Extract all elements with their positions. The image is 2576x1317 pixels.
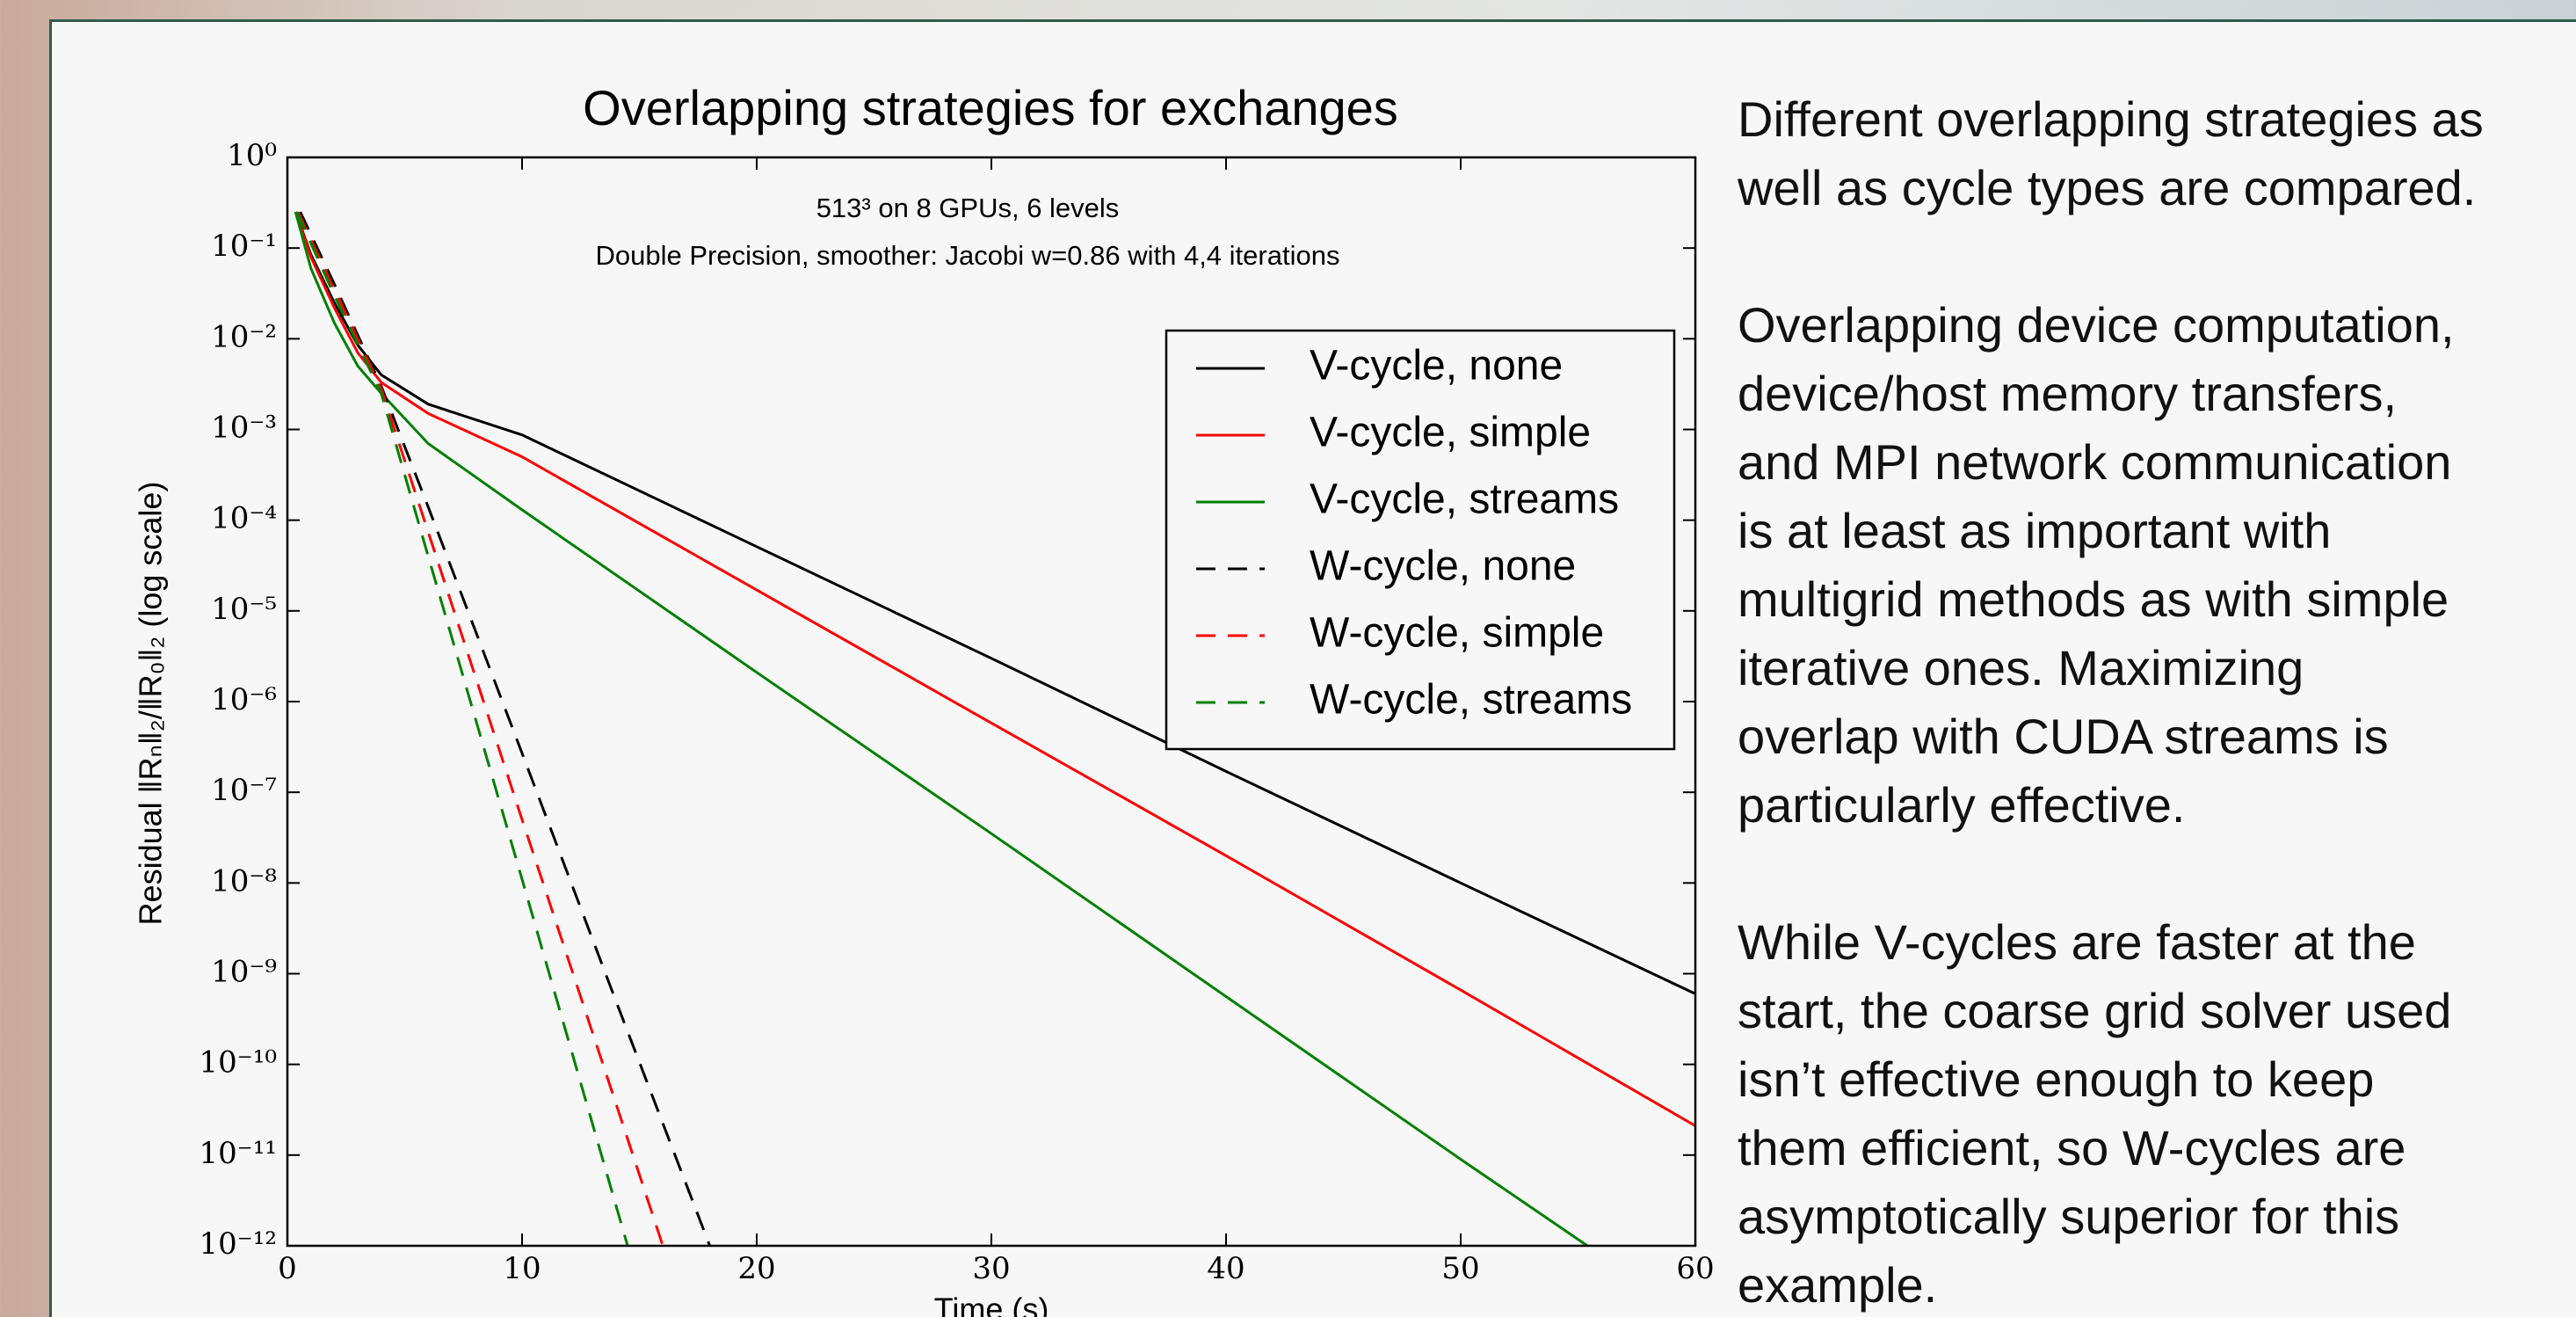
x-tick-label: 50 [1441,1251,1479,1286]
series-line [298,212,663,1246]
text-line: example. [1738,1251,2576,1317]
text-line: particularly effective. [1738,771,2576,840]
y-tick-label: 10⁻⁷ [211,773,277,808]
text-line: well as cycle types are compared. [1738,154,2576,222]
x-tick-label: 40 [1207,1251,1244,1286]
chart: Overlapping strategies for exchanges 513… [0,0,1731,1317]
y-tick-label: 10⁻⁶ [211,682,277,717]
slide: Overlapping strategies for exchanges 513… [0,0,2576,1317]
text-line: Different overlapping strategies as [1738,85,2576,154]
y-tick-label: 10⁻⁸ [211,863,277,899]
text-line: iterative ones. Maximizing [1738,634,2576,702]
legend-label: W-cycle, streams [1310,677,1632,724]
text-line: Overlapping device computation, [1738,291,2576,360]
text-line: multigrid methods as with simple [1738,565,2576,634]
x-tick-label: 20 [737,1251,775,1286]
series-line [297,212,628,1246]
text-line: While V-cycles are faster at the [1738,908,2576,977]
legend-label: V-cycle, simple [1310,410,1591,456]
x-axis-label: Time (s) [934,1292,1049,1317]
y-tick-label: 10⁻¹ [211,229,277,264]
text-line: them efficient, so W-cycles are [1738,1114,2576,1182]
chart-title: Overlapping strategies for exchanges [583,80,1398,135]
y-tick-label: 10⁻⁹ [211,955,277,990]
y-tick-label: 10⁻⁴ [211,501,277,536]
annotation: 513³ on 8 GPUs, 6 levels [816,193,1120,223]
text-line: is at least as important with [1738,497,2576,565]
text-line: start, the coarse grid solver used [1738,977,2576,1045]
legend-label: W-cycle, none [1310,543,1576,590]
legend-label: V-cycle, streams [1310,477,1619,523]
x-tick-label: 10 [503,1251,541,1286]
y-tick-label: 10⁻² [211,319,277,354]
x-tick-label: 0 [278,1251,297,1286]
text-line: and MPI network communication [1738,428,2576,497]
text-line: isn’t effective enough to keep [1738,1045,2576,1114]
x-tick-label: 30 [972,1251,1010,1286]
text-line: overlap with CUDA streams is [1738,702,2576,771]
paragraph: Overlapping device computation,device/ho… [1738,291,2576,840]
y-tick-label: 10⁰ [227,138,277,173]
y-tick-label: 10⁻⁵ [211,592,277,627]
x-tick-label: 60 [1676,1251,1714,1286]
text-line: device/host memory transfers, [1738,360,2576,428]
series-line [301,212,710,1246]
legend-label: V-cycle, none [1310,343,1563,389]
y-tick-label: 10⁻¹⁰ [200,1045,277,1081]
annotation: Double Precision, smoother: Jacobi w=0.8… [596,240,1340,271]
y-tick-label: 10⁻¹² [200,1226,277,1262]
y-axis-label: Residual ‖Rₙ‖₂/‖R₀‖₂ (log scale) [133,482,169,926]
y-tick-label: 10⁻³ [211,411,277,446]
y-tick-label: 10⁻¹¹ [200,1136,277,1171]
legend-label: W-cycle, simple [1310,610,1604,657]
text-line: asymptotically superior for this [1738,1182,2576,1251]
